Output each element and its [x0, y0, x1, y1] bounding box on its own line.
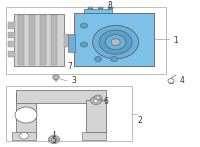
Bar	[74, 13, 154, 66]
Text: 6: 6	[104, 97, 108, 106]
Bar	[16, 90, 106, 103]
Bar	[29, 15, 35, 65]
Bar	[8, 32, 15, 38]
Bar	[108, 7, 113, 9]
Bar	[86, 101, 106, 132]
Circle shape	[80, 42, 88, 47]
Bar	[51, 15, 57, 65]
Circle shape	[90, 96, 102, 105]
Bar	[12, 132, 36, 140]
Circle shape	[94, 95, 102, 100]
Bar	[88, 7, 93, 9]
Bar	[8, 51, 15, 57]
Circle shape	[48, 135, 60, 143]
Text: 4: 4	[180, 76, 184, 85]
Circle shape	[51, 137, 57, 141]
Bar	[68, 34, 75, 52]
Bar	[16, 93, 36, 137]
Bar	[14, 14, 64, 66]
Circle shape	[105, 35, 126, 50]
Circle shape	[93, 25, 139, 59]
Bar	[40, 15, 46, 65]
Bar	[55, 77, 57, 81]
Text: 2: 2	[138, 116, 142, 125]
Bar	[84, 9, 112, 13]
Text: 1: 1	[174, 36, 178, 45]
Bar	[98, 7, 103, 9]
Bar	[6, 7, 166, 74]
Circle shape	[15, 107, 37, 123]
Text: 7: 7	[68, 62, 72, 71]
Circle shape	[111, 39, 120, 45]
Bar	[82, 132, 106, 140]
Circle shape	[110, 56, 118, 62]
Bar	[18, 15, 24, 65]
Bar	[8, 41, 15, 47]
Text: 8: 8	[108, 1, 112, 10]
Bar	[64, 34, 69, 47]
Circle shape	[20, 133, 28, 139]
Text: 5: 5	[52, 136, 56, 145]
Circle shape	[94, 99, 98, 102]
Bar	[8, 22, 15, 29]
Circle shape	[94, 56, 102, 62]
Circle shape	[96, 96, 100, 99]
Text: 3: 3	[72, 76, 76, 85]
Bar	[6, 86, 132, 141]
Circle shape	[99, 30, 132, 54]
Circle shape	[80, 23, 88, 28]
